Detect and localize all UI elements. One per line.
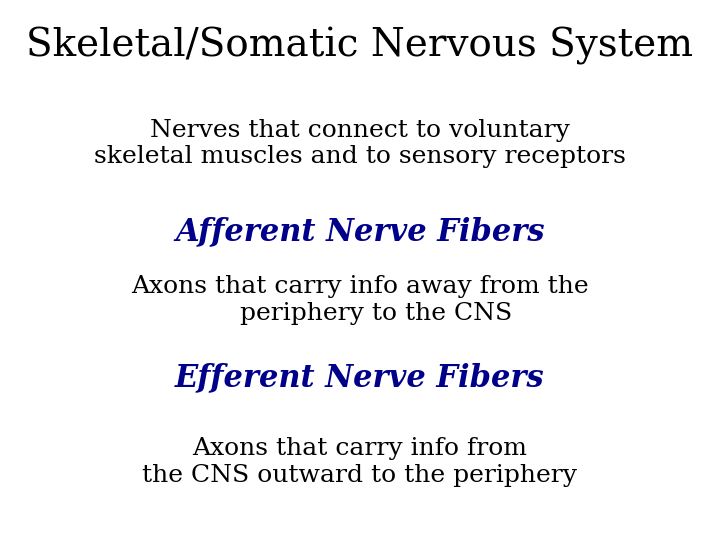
Text: Nerves that connect to voluntary
skeletal muscles and to sensory receptors: Nerves that connect to voluntary skeleta… <box>94 119 626 168</box>
Text: Axons that carry info from
the CNS outward to the periphery: Axons that carry info from the CNS outwa… <box>143 437 577 487</box>
Text: Afferent Nerve Fibers: Afferent Nerve Fibers <box>175 216 545 247</box>
Text: Skeletal/Somatic Nervous System: Skeletal/Somatic Nervous System <box>27 27 693 65</box>
Text: Axons that carry info away from the
    periphery to the CNS: Axons that carry info away from the peri… <box>131 275 589 325</box>
Text: Efferent Nerve Fibers: Efferent Nerve Fibers <box>175 362 545 393</box>
